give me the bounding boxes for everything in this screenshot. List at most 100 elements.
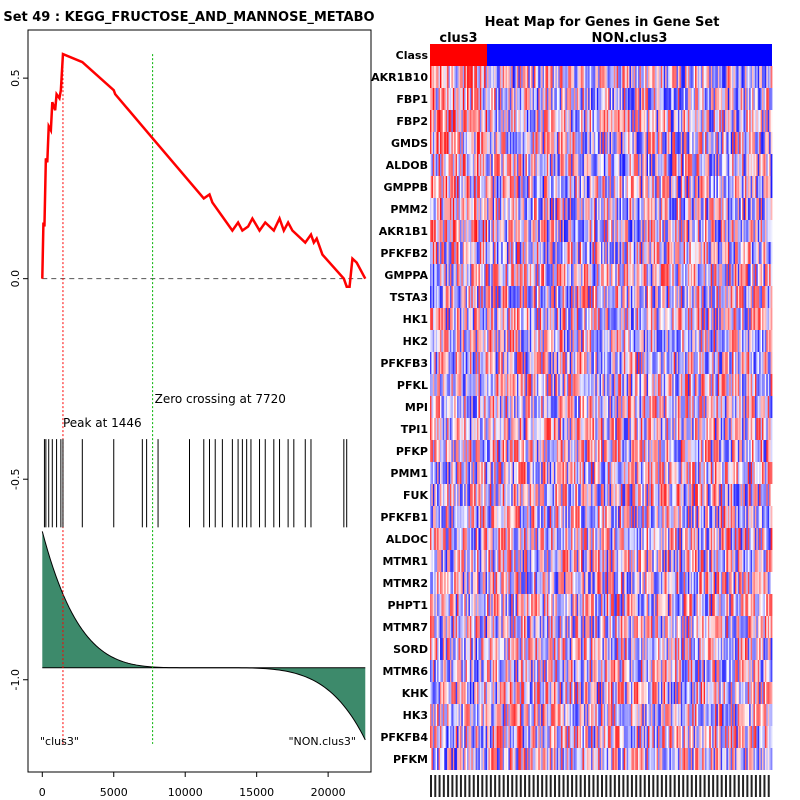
heatmap-cell bbox=[649, 66, 652, 88]
heatmap-cell bbox=[471, 462, 474, 484]
heatmap-cell bbox=[521, 484, 524, 506]
heatmap-cell bbox=[561, 396, 563, 418]
heatmap-cell bbox=[687, 352, 690, 374]
heatmap-cell bbox=[545, 242, 548, 264]
heatmap-cell bbox=[585, 110, 588, 132]
heatmap-cell bbox=[576, 66, 579, 88]
heatmap-cell bbox=[747, 110, 750, 132]
heatmap-cell bbox=[499, 110, 502, 132]
heatmap-cell bbox=[620, 264, 623, 286]
heatmap-cell bbox=[767, 308, 770, 330]
heatmap-cell bbox=[482, 374, 485, 396]
heatmap-cell bbox=[734, 264, 737, 286]
heatmap-cell bbox=[605, 286, 608, 308]
heatmap-cell bbox=[449, 286, 452, 308]
heatmap-cell bbox=[620, 462, 623, 484]
heatmap-cell bbox=[442, 154, 445, 176]
heatmap-cell bbox=[449, 198, 452, 220]
heatmap-cell bbox=[514, 132, 516, 154]
heatmap-cell bbox=[729, 308, 732, 330]
heatmap-cell bbox=[529, 440, 532, 462]
heatmap-cell bbox=[620, 132, 623, 154]
heatmap-cell bbox=[430, 418, 432, 440]
heatmap-cell bbox=[638, 352, 640, 374]
heatmap-cell bbox=[586, 308, 589, 330]
heatmap-cell bbox=[481, 484, 484, 506]
heatmap-cell bbox=[658, 352, 660, 374]
heatmap-cell bbox=[683, 352, 686, 374]
heatmap-cell bbox=[626, 88, 629, 110]
heatmap-cell bbox=[583, 484, 586, 506]
heatmap-cell bbox=[623, 352, 626, 374]
heatmap-cell bbox=[519, 176, 522, 198]
heatmap-cell bbox=[526, 374, 529, 396]
heatmap-cell bbox=[582, 308, 585, 330]
heatmap-cell bbox=[535, 88, 538, 110]
heatmap-cell bbox=[505, 506, 508, 528]
heatmap-cell bbox=[683, 264, 686, 286]
heatmap-cell bbox=[502, 132, 505, 154]
heatmap-cell bbox=[562, 462, 565, 484]
heatmap-cell bbox=[525, 176, 528, 198]
heatmap-cell bbox=[565, 132, 568, 154]
heatmap-cell bbox=[496, 374, 499, 396]
heatmap-cell bbox=[763, 418, 766, 440]
heatmap-cell bbox=[717, 396, 720, 418]
heatmap-cell bbox=[655, 462, 657, 484]
heatmap-cell bbox=[760, 176, 763, 198]
heatmap-cell bbox=[496, 132, 499, 154]
heatmap-cell bbox=[723, 484, 726, 506]
heatmap-cell bbox=[524, 396, 526, 418]
heatmap-cell bbox=[435, 506, 438, 528]
heatmap-cell bbox=[713, 242, 716, 264]
heatmap-cell bbox=[615, 308, 618, 330]
heatmap-cell bbox=[635, 110, 638, 132]
heatmap-cell bbox=[445, 418, 448, 440]
heatmap-cell bbox=[581, 484, 583, 506]
heatmap-cell bbox=[472, 220, 475, 242]
heatmap-cell bbox=[464, 66, 467, 88]
heatmap-cell bbox=[475, 242, 478, 264]
heatmap-cell bbox=[484, 88, 486, 110]
heatmap-cell bbox=[680, 286, 683, 308]
heatmap-cell bbox=[502, 462, 505, 484]
heatmap-cell bbox=[464, 198, 467, 220]
heatmap-cell bbox=[578, 440, 581, 462]
heatmap-cell bbox=[515, 242, 518, 264]
heatmap-cell bbox=[692, 484, 695, 506]
heatmap-cell bbox=[715, 440, 717, 462]
heatmap-cell bbox=[478, 66, 481, 88]
heatmap-cell bbox=[461, 352, 464, 374]
heatmap-cell bbox=[737, 330, 740, 352]
heatmap-cell bbox=[435, 198, 438, 220]
heatmap-cell bbox=[448, 220, 451, 242]
heatmap-cell bbox=[752, 110, 754, 132]
heatmap-cell bbox=[451, 308, 454, 330]
heatmap-cell bbox=[515, 418, 518, 440]
heatmap-cell bbox=[753, 352, 756, 374]
heatmap-cell bbox=[492, 110, 495, 132]
heatmap-cell bbox=[474, 330, 476, 352]
heatmap-cell bbox=[452, 330, 455, 352]
heatmap-cell bbox=[472, 264, 475, 286]
heatmap-cell bbox=[542, 440, 545, 462]
heatmap-cell bbox=[754, 242, 757, 264]
heatmap-cell bbox=[431, 462, 434, 484]
heatmap-cell bbox=[669, 352, 672, 374]
heatmap-cell bbox=[559, 132, 562, 154]
heatmap-cell bbox=[716, 308, 719, 330]
heatmap-cell bbox=[579, 220, 582, 242]
heatmap-cell bbox=[633, 132, 636, 154]
heatmap-cell bbox=[739, 418, 742, 440]
heatmap-cell bbox=[603, 308, 606, 330]
heatmap-cell bbox=[766, 88, 769, 110]
heatmap-cell bbox=[568, 154, 571, 176]
heatmap-cell bbox=[636, 176, 639, 198]
heatmap-cell bbox=[616, 66, 619, 88]
heatmap-cell bbox=[544, 110, 546, 132]
heatmap-cell bbox=[472, 462, 475, 484]
heatmap-cell bbox=[753, 242, 756, 264]
heatmap-cell bbox=[437, 418, 439, 440]
heatmap-cell bbox=[764, 176, 767, 198]
heatmap-cell bbox=[522, 198, 525, 220]
